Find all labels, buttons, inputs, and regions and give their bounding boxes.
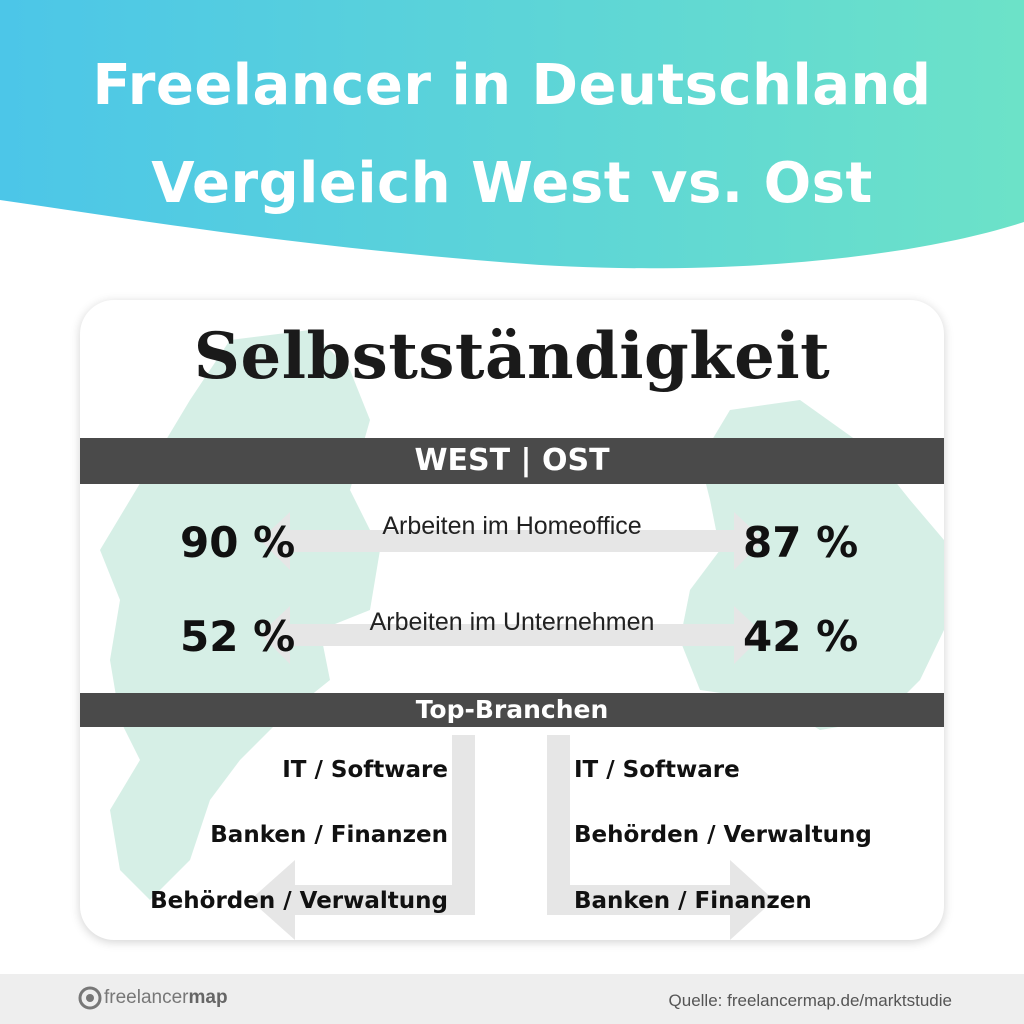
arrow-unternehmen-right (500, 606, 764, 664)
arrow-homeoffice-right (500, 512, 764, 570)
freelancermap-logo: freelancermap (78, 986, 228, 1010)
header-wave-background (0, 0, 1024, 269)
logo-text-part1: freelancer (104, 987, 189, 1008)
branch-west-2: Banken / Finanzen (210, 822, 448, 848)
homeoffice-west-value: 90 % (180, 518, 296, 567)
header-title-line-1: Freelancer in Deutschland (92, 53, 932, 118)
footer: freelancermap Quelle: freelancermap.de/m… (0, 974, 1024, 1024)
info-card: Selbstständigkeit WEST | OST 90 % Arbeit… (80, 300, 944, 940)
arrow-branches-west (250, 735, 475, 940)
homeoffice-ost-value: 87 % (743, 518, 859, 567)
unternehmen-ost-value: 42 % (743, 612, 859, 661)
branch-ost-2: Behörden / Verwaltung (574, 822, 872, 848)
arrow-homeoffice-left (260, 512, 530, 570)
branch-west-1: IT / Software (282, 757, 448, 783)
branch-ost-1: IT / Software (574, 757, 740, 783)
unternehmen-west-value: 52 % (180, 612, 296, 661)
arrow-unternehmen-left (260, 606, 530, 664)
west-ost-bar: WEST | OST (80, 438, 944, 484)
arrows-layer (250, 512, 774, 940)
header-title-line-2: Vergleich West vs. Ost (151, 151, 873, 216)
homeoffice-label: Arbeiten im Homeoffice (382, 512, 642, 540)
branch-ost-3: Banken / Finanzen (574, 888, 812, 914)
arrow-branches-ost (547, 735, 774, 940)
logo-text-part2: map (188, 987, 228, 1008)
card-heading: Selbstständigkeit (193, 319, 831, 394)
unternehmen-label: Arbeiten im Unternehmen (369, 608, 655, 636)
source-text: Quelle: freelancermap.de/marktstudie (668, 991, 952, 1010)
branch-west-3: Behörden / Verwaltung (150, 888, 448, 914)
top-branchen-bar: Top-Branchen (80, 693, 944, 727)
logo-icon (78, 986, 102, 1010)
